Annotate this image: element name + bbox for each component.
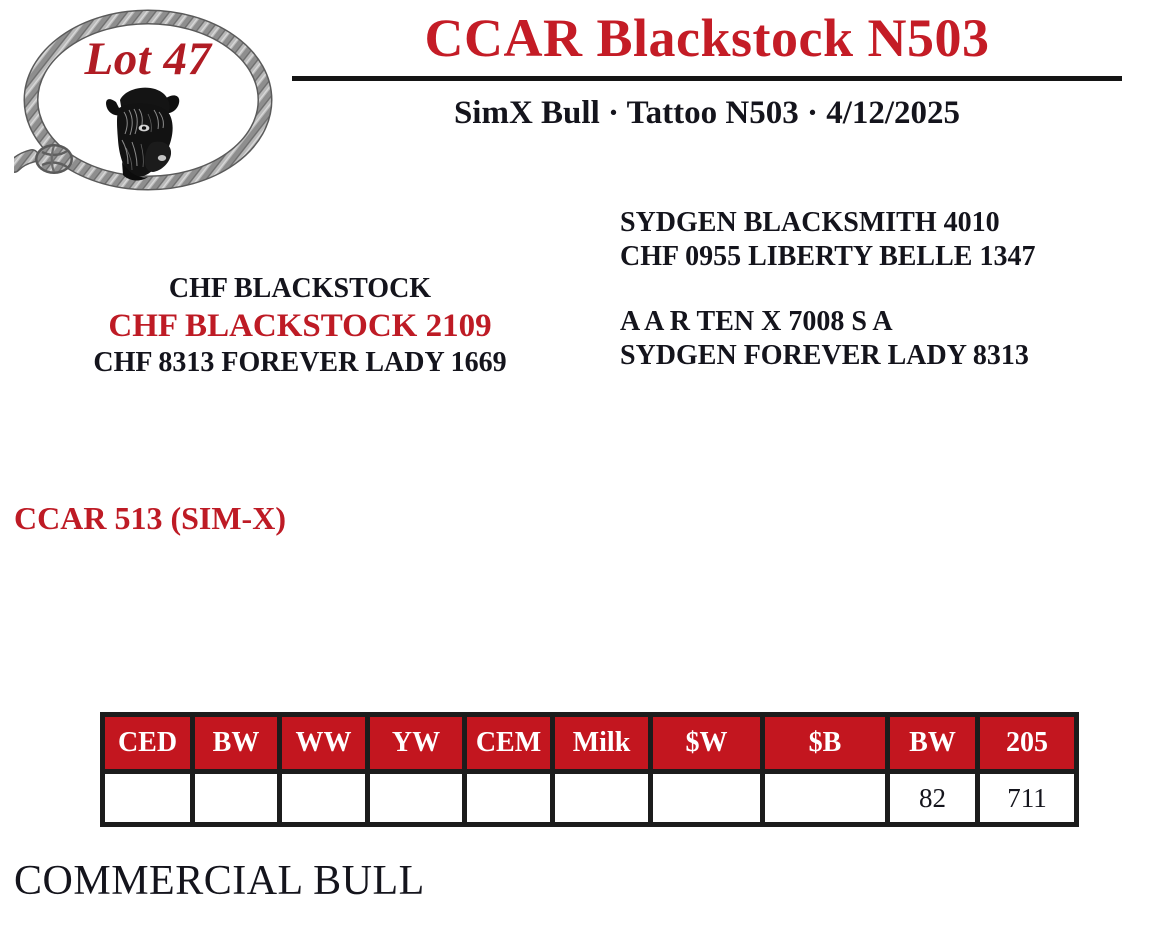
epd-value-ced-0 xyxy=(100,769,195,827)
lot-number-label: Lot 47 xyxy=(84,33,212,85)
pedigree-sire-side-grandsire: SYDGEN BLACKSMITH 4010 xyxy=(620,207,1000,238)
pedigree-dam-side-grandsire: A A R TEN X 7008 S A xyxy=(620,306,893,338)
lot-badge: Lot 47 xyxy=(14,6,282,196)
epd-header-row: CED BW WW YW CEM Milk $W $B BW 205 xyxy=(100,712,1079,774)
epd-header-ced-0: CED xyxy=(100,712,195,774)
epd-header-ww-2: WW xyxy=(277,712,370,774)
epd-value-w-6 xyxy=(648,769,765,827)
pedigree-grandparents-column: SYDGEN BLACKSMITH 4010 CHF 0955 LIBERTY … xyxy=(620,206,1163,374)
pedigree-sire: CHF BLACKSTOCK 2109 xyxy=(108,308,492,345)
epd-value-row: 82 711 xyxy=(100,769,1079,827)
page-title: CCAR Blackstock N503 xyxy=(424,8,990,68)
epd-value-b-7 xyxy=(760,769,890,827)
epd-value-cem-4 xyxy=(462,769,555,827)
pedigree-dam-side-granddam: SYDGEN FOREVER LADY 8313 xyxy=(620,340,1029,372)
pedigree-sire-sire: CHF BLACKSTOCK xyxy=(168,273,432,304)
rope-knot xyxy=(35,144,73,174)
pedigree-block: CHF BLACKSTOCK CHF BLACKSTOCK 2109 CHF 8… xyxy=(0,206,1163,396)
pedigree-sire-side-grandparents: SYDGEN BLACKSMITH 4010 CHF 0955 LIBERTY … xyxy=(620,206,1163,274)
commercial-bull-note: COMMERCIAL BULL xyxy=(14,858,425,904)
page-subtitle: SimX Bull · Tattoo N503 · 4/12/2025 xyxy=(453,95,961,132)
pedigree-dam-side-grandparents: A A R TEN X 7008 S A SYDGEN FOREVER LADY… xyxy=(620,305,1163,373)
epd-value-milk-5 xyxy=(550,769,653,827)
epd-value-bw-1 xyxy=(190,769,282,827)
epd-header-b-7: $B xyxy=(760,712,890,774)
epd-value-bw-8: 82 xyxy=(885,769,980,827)
epd-value-ww-2 xyxy=(277,769,370,827)
epd-header-bw-8: BW xyxy=(885,712,980,774)
bull-head-icon xyxy=(106,87,180,181)
epd-header-bw-1: BW xyxy=(190,712,282,774)
epd-value-205-9: 711 xyxy=(975,769,1079,827)
pedigree-dam: CCAR 513 (SIM-X) xyxy=(14,500,286,536)
title-divider xyxy=(292,76,1122,82)
epd-header-205-9: 205 xyxy=(975,712,1079,774)
epd-header-yw-3: YW xyxy=(365,712,467,774)
rope-tail-twist xyxy=(14,150,38,172)
epd-table-container: CED BW WW YW CEM Milk $W $B BW 205 82 711 xyxy=(100,712,1079,827)
rope-oval-twist xyxy=(25,11,271,189)
epd-value-yw-3 xyxy=(365,769,467,827)
epd-table: CED BW WW YW CEM Milk $W $B BW 205 82 711 xyxy=(100,712,1079,827)
pedigree-sire-column: CHF BLACKSTOCK CHF BLACKSTOCK 2109 CHF 8… xyxy=(0,272,600,381)
epd-header-cem-4: CEM xyxy=(462,712,555,774)
pedigree-sire-dam: CHF 8313 FOREVER LADY 1669 xyxy=(93,347,507,379)
epd-header-w-6: $W xyxy=(648,712,765,774)
header: CCAR Blackstock N503 SimX Bull · Tattoo … xyxy=(292,8,1122,132)
epd-header-milk-5: Milk xyxy=(550,712,653,774)
pedigree-sire-side-granddam: CHF 0955 LIBERTY BELLE 1347 xyxy=(620,241,1036,273)
rope-oval-graphic xyxy=(14,9,273,191)
